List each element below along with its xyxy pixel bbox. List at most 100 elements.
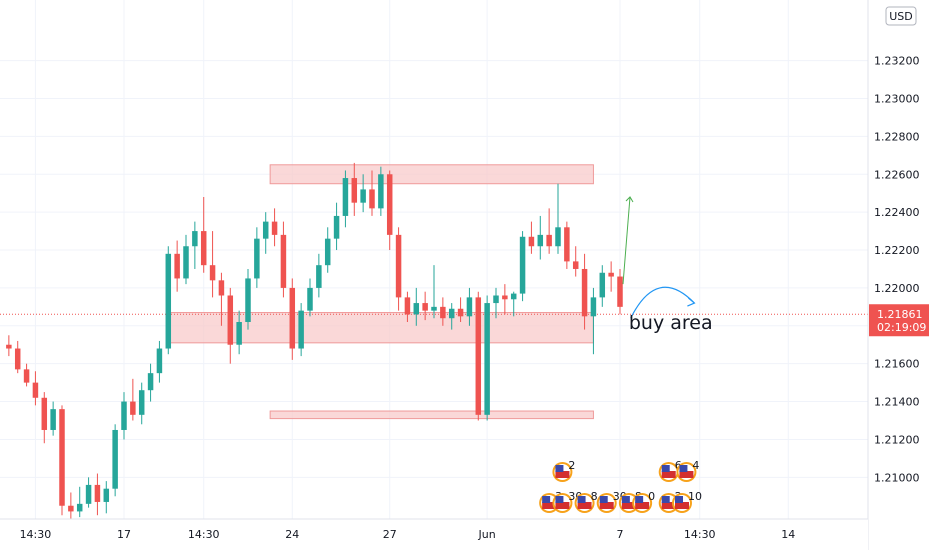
event-badge[interactable]: 2: [552, 459, 575, 482]
candle[interactable]: [165, 246, 172, 355]
candle[interactable]: [245, 268, 251, 330]
candle[interactable]: [138, 382, 145, 425]
candle[interactable]: [262, 212, 269, 254]
event-badge[interactable]: 0: [632, 490, 655, 513]
candle[interactable]: [68, 492, 74, 519]
event-badge[interactable]: 30: [552, 490, 582, 513]
time-axis[interactable]: 14:30 17 14:30 24 27 Jun 7 14:30 14: [0, 518, 868, 550]
candle[interactable]: [608, 261, 614, 292]
candle[interactable]: [14, 340, 21, 374]
event-badge[interactable]: 8: [574, 490, 598, 513]
candle[interactable]: [413, 287, 420, 326]
candle[interactable]: [617, 268, 623, 315]
event-badge[interactable]: 4: [676, 459, 699, 482]
candle[interactable]: [386, 170, 393, 251]
flag-canton: [577, 496, 586, 503]
candle[interactable]: [103, 481, 110, 514]
support-zone[interactable]: [269, 410, 594, 420]
candle[interactable]: [94, 473, 101, 516]
candle[interactable]: [564, 221, 570, 269]
candle[interactable]: [510, 291, 517, 317]
candle[interactable]: [236, 310, 242, 355]
candle[interactable]: [493, 287, 499, 319]
candle[interactable]: [572, 246, 579, 277]
candle[interactable]: [316, 253, 322, 298]
candle[interactable]: [121, 392, 127, 440]
candle[interactable]: [76, 486, 83, 518]
candle[interactable]: [475, 291, 482, 421]
candle[interactable]: [183, 234, 189, 285]
candle[interactable]: [147, 363, 154, 402]
candle[interactable]: [59, 405, 65, 516]
candle[interactable]: [369, 170, 375, 216]
candle[interactable]: [378, 166, 384, 216]
event-badge[interactable]: 6: [658, 459, 682, 482]
time-tick-label: 7: [617, 528, 624, 541]
candle[interactable]: [448, 303, 455, 330]
candle[interactable]: [254, 227, 260, 288]
candle[interactable]: [130, 378, 136, 421]
resistance-zone[interactable]: [269, 164, 594, 185]
candle-body: [209, 265, 216, 281]
candle[interactable]: [431, 265, 437, 319]
candle[interactable]: [271, 208, 278, 247]
currency-badge[interactable]: USD: [885, 6, 917, 26]
candle[interactable]: [457, 297, 464, 323]
candle[interactable]: [192, 221, 198, 269]
candle[interactable]: [351, 162, 358, 216]
up-arrow-head: [625, 196, 634, 203]
candle[interactable]: [502, 284, 508, 315]
candle[interactable]: [85, 477, 92, 508]
time-tick-label: 27: [383, 528, 397, 541]
candle[interactable]: [23, 363, 30, 387]
candle[interactable]: [307, 278, 313, 317]
candle[interactable]: [227, 287, 234, 364]
candle[interactable]: [466, 287, 473, 326]
event-badge[interactable]: 10: [672, 490, 702, 513]
candle[interactable]: [404, 291, 411, 323]
candle[interactable]: [280, 221, 287, 298]
candle[interactable]: [555, 183, 561, 254]
candle[interactable]: [41, 392, 48, 444]
candle[interactable]: [298, 303, 304, 357]
candle[interactable]: [440, 297, 446, 326]
candle[interactable]: [484, 295, 490, 421]
candle[interactable]: [590, 287, 597, 355]
candle[interactable]: [519, 231, 526, 302]
candle[interactable]: [209, 231, 216, 298]
candle[interactable]: [342, 170, 349, 228]
candle-body: [395, 234, 402, 298]
candle[interactable]: [32, 371, 39, 406]
annotations: buy area: [629, 312, 713, 334]
event-badge[interactable]: 30: [596, 490, 627, 513]
event-count: 8: [591, 490, 598, 503]
candle[interactable]: [289, 278, 296, 360]
candle[interactable]: [537, 215, 544, 260]
candle[interactable]: [324, 227, 331, 273]
candle[interactable]: [581, 253, 588, 330]
candle[interactable]: [174, 240, 180, 292]
candle[interactable]: [395, 227, 402, 311]
candle[interactable]: [546, 208, 552, 254]
candle[interactable]: [360, 174, 366, 213]
candles[interactable]: [6, 162, 623, 519]
candle-body: [174, 253, 180, 279]
economic-events[interactable]: 26433083080210: [539, 459, 702, 513]
candle[interactable]: [6, 335, 12, 357]
candle-body: [608, 272, 614, 277]
candle[interactable]: [333, 202, 340, 251]
candle[interactable]: [528, 221, 535, 254]
candle[interactable]: [112, 424, 118, 497]
flag-stripes: [621, 502, 636, 509]
price-axis[interactable]: 1.23200 1.23000 1.22800 1.22600 1.22400 1.222…: [867, 0, 932, 550]
candle[interactable]: [599, 265, 606, 307]
candle[interactable]: [422, 291, 428, 321]
candle[interactable]: [156, 340, 163, 383]
candle[interactable]: [218, 272, 225, 326]
candle[interactable]: [50, 401, 56, 436]
curve-arrow-head: [687, 297, 696, 307]
candle[interactable]: [200, 196, 207, 273]
